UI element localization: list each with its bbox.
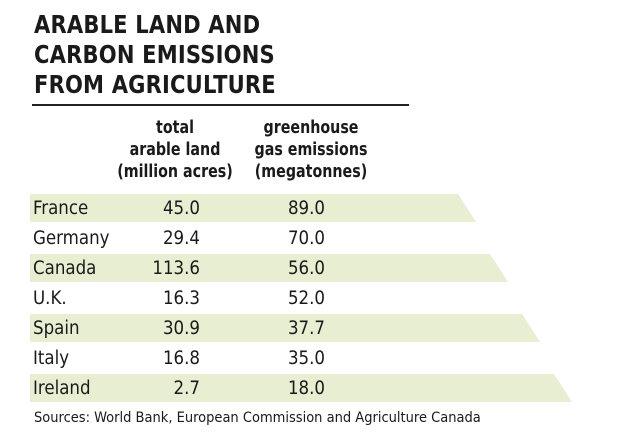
emissions-value: 18.0 <box>287 378 325 399</box>
emissions-value: 37.7 <box>287 318 325 339</box>
country-label: Spain <box>33 318 80 339</box>
column-header-emissions: greenhouse gas emissions (megatonnes) <box>245 117 377 183</box>
country-label: Canada <box>33 258 97 279</box>
row-band <box>30 194 476 222</box>
header-line: (million acres) <box>117 161 233 182</box>
arable-land-value: 113.6 <box>152 258 200 279</box>
header-line: (megatonnes) <box>254 161 368 182</box>
title-line-1: ARABLE LAND AND <box>34 10 261 39</box>
arable-land-value: 16.3 <box>162 288 200 309</box>
column-header-arable-land: total arable land (million acres) <box>109 117 241 183</box>
arable-land-value: 29.4 <box>162 228 200 249</box>
chart-title: ARABLE LAND AND CARBON EMISSIONS FROM AG… <box>34 10 361 100</box>
emissions-value: 70.0 <box>287 228 325 249</box>
country-label: Germany <box>33 228 110 249</box>
country-label: U.K. <box>33 288 67 309</box>
source-note: Sources: World Bank, European Commission… <box>34 410 481 426</box>
header-line: greenhouse <box>263 117 359 138</box>
arable-land-value: 45.0 <box>162 198 200 219</box>
arable-land-value: 30.9 <box>162 318 200 339</box>
emissions-value: 89.0 <box>287 198 325 219</box>
title-line-2: CARBON EMISSIONS <box>34 40 275 69</box>
title-rule <box>32 104 409 106</box>
country-label: France <box>33 198 89 219</box>
emissions-value: 35.0 <box>287 348 325 369</box>
arable-land-value: 16.8 <box>162 348 200 369</box>
header-line: total <box>156 117 194 138</box>
country-label: Ireland <box>33 378 91 399</box>
row-band <box>30 374 572 402</box>
arable-land-value: 2.7 <box>173 378 200 399</box>
title-line-3: FROM AGRICULTURE <box>34 70 276 99</box>
row-band <box>30 314 540 342</box>
country-label: Italy <box>33 348 70 369</box>
row-band <box>30 254 508 282</box>
emissions-value: 56.0 <box>287 258 325 279</box>
header-line: arable land <box>129 139 221 160</box>
header-line: gas emissions <box>254 139 368 160</box>
emissions-value: 52.0 <box>287 288 325 309</box>
